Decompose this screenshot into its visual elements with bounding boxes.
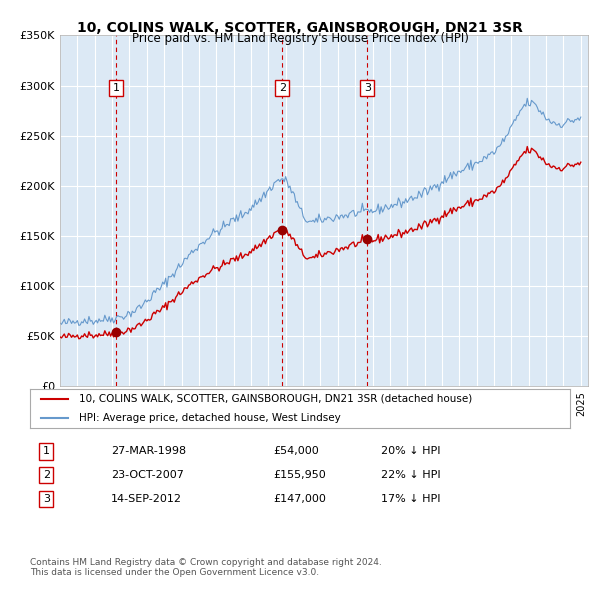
Text: 17% ↓ HPI: 17% ↓ HPI xyxy=(381,494,440,504)
Text: 22% ↓ HPI: 22% ↓ HPI xyxy=(381,470,440,480)
Text: £54,000: £54,000 xyxy=(273,446,319,456)
Text: £147,000: £147,000 xyxy=(273,494,326,504)
Text: 10, COLINS WALK, SCOTTER, GAINSBOROUGH, DN21 3SR (detached house): 10, COLINS WALK, SCOTTER, GAINSBOROUGH, … xyxy=(79,394,472,404)
Text: 1: 1 xyxy=(43,446,50,456)
Text: 27-MAR-1998: 27-MAR-1998 xyxy=(111,446,186,456)
Text: 2: 2 xyxy=(43,470,50,480)
Text: 2: 2 xyxy=(279,83,286,93)
Text: 3: 3 xyxy=(364,83,371,93)
Text: 14-SEP-2012: 14-SEP-2012 xyxy=(111,494,182,504)
Text: £155,950: £155,950 xyxy=(273,470,326,480)
Text: 1: 1 xyxy=(113,83,119,93)
Text: 20% ↓ HPI: 20% ↓ HPI xyxy=(381,446,440,456)
Text: 3: 3 xyxy=(43,494,50,504)
Text: 23-OCT-2007: 23-OCT-2007 xyxy=(111,470,184,480)
Text: Price paid vs. HM Land Registry's House Price Index (HPI): Price paid vs. HM Land Registry's House … xyxy=(131,32,469,45)
Text: 10, COLINS WALK, SCOTTER, GAINSBOROUGH, DN21 3SR: 10, COLINS WALK, SCOTTER, GAINSBOROUGH, … xyxy=(77,21,523,35)
Text: Contains HM Land Registry data © Crown copyright and database right 2024.
This d: Contains HM Land Registry data © Crown c… xyxy=(30,558,382,577)
Text: HPI: Average price, detached house, West Lindsey: HPI: Average price, detached house, West… xyxy=(79,413,340,423)
